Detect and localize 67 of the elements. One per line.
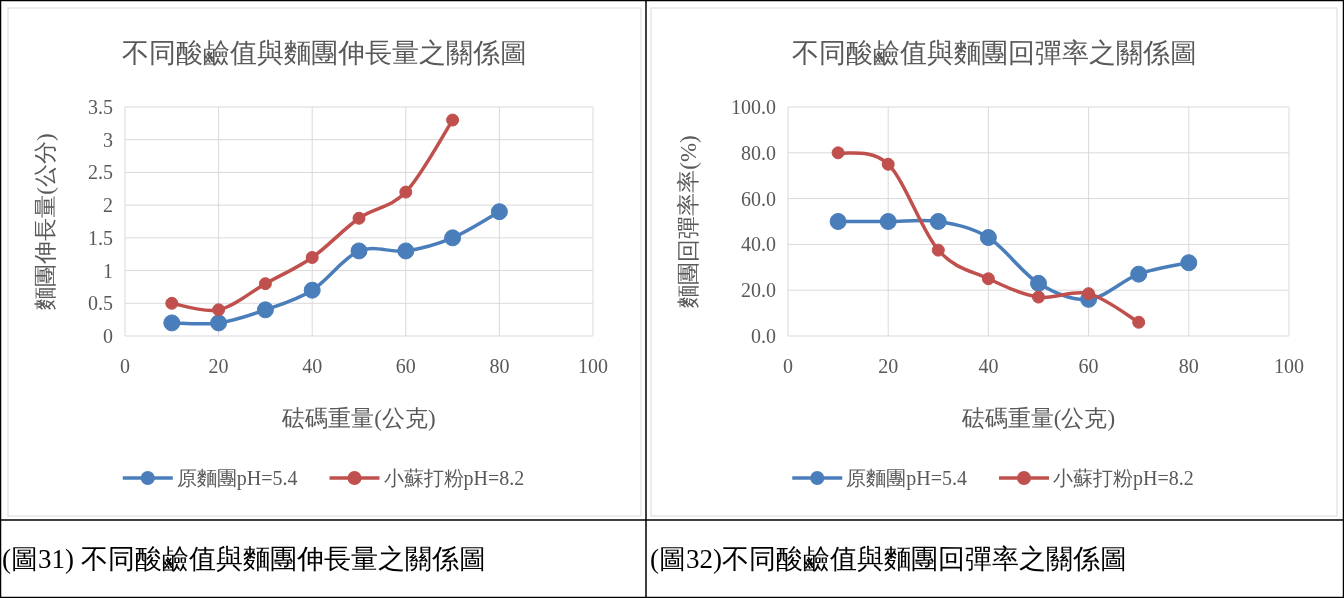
y-tick-label: 0.0 bbox=[751, 325, 776, 347]
point bbox=[210, 314, 228, 332]
y-tick-label: 0 bbox=[103, 325, 113, 347]
point bbox=[444, 229, 462, 247]
x-tick-label: 40 bbox=[302, 355, 323, 377]
point bbox=[829, 213, 847, 230]
point bbox=[305, 250, 319, 264]
x-tick-label: 100 bbox=[578, 355, 608, 377]
y-tick-label: 2.5 bbox=[88, 161, 113, 184]
x-axis-title: 砝碼重量(公克) bbox=[281, 406, 436, 431]
point bbox=[879, 213, 897, 230]
point bbox=[397, 242, 415, 260]
x-tick-label: 80 bbox=[1178, 355, 1199, 377]
point bbox=[981, 272, 995, 286]
chart-title: 不同酸鹼值與麵團伸長量之關係圖 bbox=[122, 38, 527, 68]
y-tick-label: 0.5 bbox=[88, 292, 113, 315]
point bbox=[446, 113, 460, 127]
point bbox=[1130, 265, 1148, 283]
chart-title: 不同酸鹼值與麵團回彈率之關係圖 bbox=[791, 38, 1197, 68]
x-tick-label: 20 bbox=[878, 355, 899, 377]
x-tick-label: 60 bbox=[395, 355, 416, 377]
y-tick-label: 3 bbox=[103, 128, 113, 151]
point bbox=[399, 185, 413, 199]
x-tick-label: 100 bbox=[1274, 355, 1304, 377]
point bbox=[1180, 254, 1198, 272]
x-tick-label: 40 bbox=[978, 355, 999, 377]
y-tick-label: 40.0 bbox=[741, 233, 776, 256]
y-tick-label: 80.0 bbox=[741, 141, 776, 164]
point bbox=[1030, 274, 1047, 292]
y-tick-label: 100.0 bbox=[731, 96, 776, 118]
point bbox=[929, 213, 947, 230]
x-tick-label: 0 bbox=[120, 355, 130, 377]
x-tick-label: 20 bbox=[208, 355, 229, 377]
y-axis-title: 麵團伸長量(公分) bbox=[33, 133, 58, 310]
point bbox=[212, 303, 226, 317]
point bbox=[1032, 290, 1045, 304]
y-tick-label: 20.0 bbox=[741, 279, 776, 302]
point bbox=[1082, 287, 1096, 301]
x-tick-label: 0 bbox=[783, 355, 793, 377]
point bbox=[352, 211, 366, 225]
legend-label: 原麵團pH=5.4 bbox=[176, 467, 298, 490]
y-tick-label: 1.5 bbox=[88, 226, 113, 249]
y-tick-label: 60.0 bbox=[741, 187, 776, 210]
point bbox=[163, 314, 181, 332]
legend-label: 小蘇打粉pH=8.2 bbox=[383, 467, 525, 490]
point bbox=[303, 281, 321, 299]
point bbox=[258, 277, 272, 291]
point bbox=[831, 146, 845, 160]
point bbox=[931, 243, 945, 257]
y-tick-label: 2 bbox=[103, 194, 113, 217]
x-tick-label: 80 bbox=[489, 355, 510, 377]
legend-label: 小蘇打粉pH=8.2 bbox=[1053, 467, 1194, 490]
x-tick-label: 60 bbox=[1078, 355, 1099, 377]
point bbox=[1132, 315, 1146, 329]
point bbox=[979, 229, 997, 247]
point bbox=[490, 203, 508, 221]
text: (圖32)不同酸鹼值與麵團回彈率之關係圖 bbox=[650, 544, 1127, 574]
text: (圖31) 不同酸鹼值與麵團伸長量之關係圖 bbox=[2, 544, 486, 574]
point bbox=[881, 157, 895, 171]
point bbox=[256, 301, 274, 319]
x-axis-title: 砝碼重量(公克) bbox=[960, 406, 1116, 431]
point bbox=[165, 296, 179, 310]
y-tick-label: 3.5 bbox=[88, 96, 113, 118]
y-axis-title: 麵團回彈率率(%) bbox=[676, 135, 701, 308]
point bbox=[350, 242, 368, 260]
y-tick-label: 1 bbox=[103, 259, 113, 282]
legend-label: 原麵團pH=5.4 bbox=[846, 467, 967, 490]
